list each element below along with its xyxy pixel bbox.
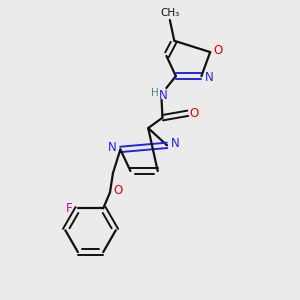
Text: O: O bbox=[114, 184, 123, 196]
Text: N: N bbox=[159, 89, 168, 102]
Text: N: N bbox=[171, 137, 180, 150]
Text: F: F bbox=[66, 202, 73, 215]
Text: O: O bbox=[190, 107, 199, 120]
Text: H: H bbox=[151, 88, 158, 98]
Text: O: O bbox=[214, 44, 223, 57]
Text: CH₃: CH₃ bbox=[160, 8, 179, 18]
Text: N: N bbox=[206, 71, 214, 84]
Text: N: N bbox=[108, 141, 116, 154]
